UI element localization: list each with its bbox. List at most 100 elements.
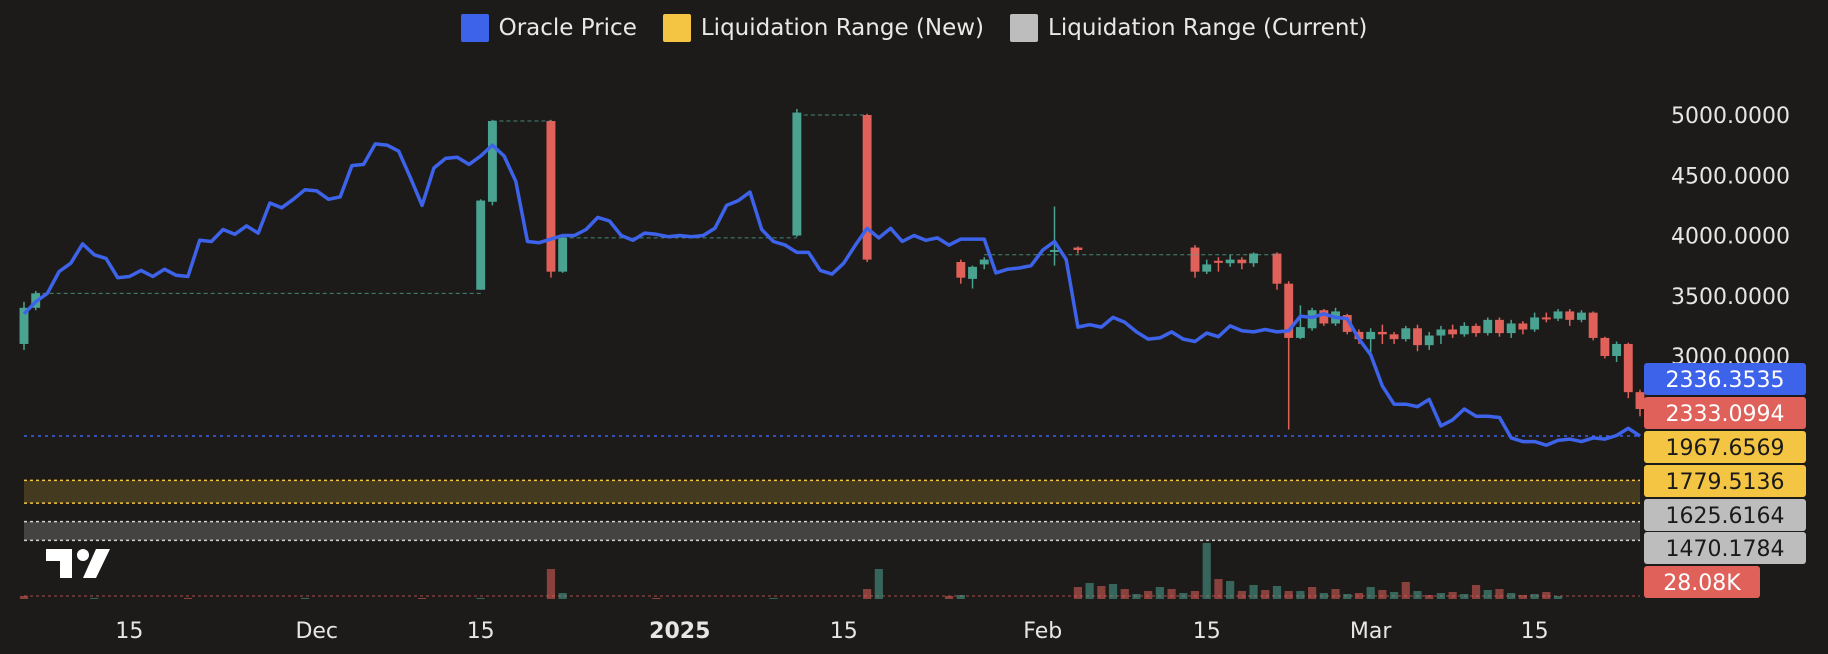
volume-bar <box>1214 579 1223 599</box>
volume-bar <box>1284 591 1293 599</box>
volume-bar <box>1343 594 1352 599</box>
candle-body <box>1424 335 1434 346</box>
volume-bar <box>652 598 661 599</box>
candle-body <box>1413 328 1422 346</box>
candle-body <box>1284 283 1294 338</box>
volume-bar <box>1413 591 1422 599</box>
candle-body <box>1576 312 1586 320</box>
legend-swatch-liquidation-current <box>1010 14 1039 42</box>
oracle-price-line-group <box>22 142 1641 447</box>
candle-body <box>1530 317 1540 330</box>
volume-bar <box>1530 594 1539 599</box>
volume-bar <box>1120 589 1129 599</box>
volume-bar <box>863 589 872 599</box>
liquidation-band-current <box>24 521 1640 541</box>
volume-bar <box>1155 587 1164 599</box>
y-axis: 5000.00004500.00004000.00003500.00003000… <box>1671 104 1790 370</box>
volume-bar <box>1179 593 1188 599</box>
candle-body <box>1249 253 1259 264</box>
x-tick-label: 15 <box>115 619 143 644</box>
candle-body <box>1565 311 1575 320</box>
volume-bar <box>1448 592 1457 599</box>
price-badge <box>1644 431 1806 463</box>
x-tick-label: 15 <box>830 619 858 644</box>
legend-item-oracle-price[interactable]: Oracle Price <box>460 14 637 42</box>
candle-body <box>1366 331 1376 340</box>
x-tick-label: 15 <box>1193 619 1221 644</box>
volume-bar <box>1073 587 1083 599</box>
candle-body <box>487 121 497 202</box>
legend-item-liquidation-new[interactable]: Liquidation Range (New) <box>662 14 985 42</box>
price-badge-label: 28.08K <box>1663 571 1741 596</box>
liquidation-band-new <box>24 480 1640 504</box>
price-badge-label: 1967.6569 <box>1666 436 1785 461</box>
volume-bar <box>1308 587 1317 599</box>
price-badge <box>1644 499 1806 531</box>
price-badge-label: 1779.5136 <box>1666 470 1785 495</box>
price-badge-label: 2336.3535 <box>1666 368 1785 393</box>
legend-label-liquidation-current: Liquidation Range (Current) <box>1048 15 1368 41</box>
candle-body <box>1518 323 1528 330</box>
volume-bar <box>1495 589 1504 599</box>
volume-bar <box>956 595 965 599</box>
volume-bar <box>1226 581 1235 599</box>
x-axis: 15 Dec 15 2025 15 Feb 15 Mar 15 <box>115 619 1548 644</box>
x-tick-label: Mar <box>1350 619 1392 644</box>
volume-bar <box>546 569 556 599</box>
candle-body <box>1612 343 1622 356</box>
volume-bars <box>19 543 1563 599</box>
legend-swatch-oracle-price <box>460 14 489 42</box>
volume-bar <box>1483 590 1492 599</box>
volume-bar <box>1507 593 1516 599</box>
candle-body <box>1073 247 1083 250</box>
volume-bar <box>1378 590 1387 599</box>
tradingview-logo <box>46 549 110 578</box>
volume-bar <box>1144 591 1153 599</box>
legend-item-liquidation-current[interactable]: Liquidation Range (Current) <box>1010 14 1367 42</box>
volume-bar <box>1108 584 1118 599</box>
candle-body <box>1342 315 1352 332</box>
legend-label-liquidation-new: Liquidation Range (New) <box>700 15 985 41</box>
chart-legend: Oracle Price Liquidation Range (New) Liq… <box>0 14 1828 42</box>
candle-body <box>546 121 556 272</box>
volume-bar <box>1436 593 1446 599</box>
tradingview-logo-dot <box>77 549 89 561</box>
x-tick-label: Feb <box>1023 619 1062 644</box>
volume-bar <box>558 593 567 599</box>
volume-bar <box>1249 585 1258 599</box>
candle-body <box>558 237 568 272</box>
candle-body <box>1483 319 1493 334</box>
y-tick-label: 5000.0000 <box>1671 104 1790 129</box>
candle-body <box>1553 311 1563 319</box>
candle-body <box>1213 260 1223 263</box>
candle-body <box>1436 329 1446 336</box>
y-tick-label: 4000.0000 <box>1671 225 1790 250</box>
candle-body <box>1237 259 1247 264</box>
volume-bar <box>1132 594 1141 599</box>
volume-bar <box>1401 582 1410 599</box>
volume-bar <box>1389 592 1399 599</box>
volume-bar <box>19 596 29 599</box>
x-tick-label: Dec <box>295 619 338 644</box>
candle-body <box>862 115 872 260</box>
candle-body <box>476 200 486 290</box>
volume-bar <box>1460 594 1469 599</box>
volume-bar <box>1553 596 1563 599</box>
volume-bar <box>1542 592 1551 599</box>
price-badge <box>1644 566 1760 598</box>
legend-swatch-liquidation-new <box>662 14 691 42</box>
volume-bar <box>300 598 310 599</box>
volume-bar <box>769 598 778 599</box>
candle-body <box>1377 331 1387 335</box>
candlesticks <box>19 108 1645 430</box>
candle-body <box>1272 253 1282 284</box>
volume-bar <box>418 598 427 599</box>
price-badge <box>1644 363 1806 395</box>
candle-body <box>1354 331 1364 340</box>
candle-body <box>1319 310 1329 324</box>
candle-body <box>1600 337 1610 356</box>
volume-bar <box>874 569 883 599</box>
volume-bar <box>1272 586 1282 599</box>
candle-body <box>1471 325 1481 334</box>
